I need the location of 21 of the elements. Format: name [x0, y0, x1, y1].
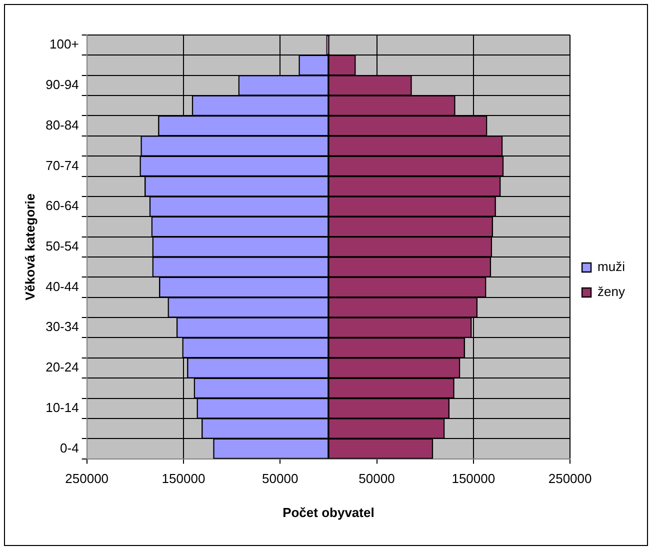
y-tick-label: 40-44 [46, 278, 79, 294]
x-tick-label: 50000 [262, 471, 298, 486]
x-tick-label: 150000 [452, 471, 496, 486]
x-tick-label: 50000 [358, 471, 395, 486]
x-tick-label: 150000 [162, 471, 206, 486]
x-axis-title: Počet obyvatel [282, 504, 374, 520]
y-tick-label: 90-94 [46, 77, 79, 92]
y-tick-label: 30-34 [46, 319, 79, 334]
y-tick-label: 70-74 [46, 158, 79, 173]
y-tick-label: 10-14 [46, 400, 79, 415]
y-tick-label: 60-64 [46, 198, 79, 214]
y-tick-label: 50-54 [46, 238, 79, 254]
legend-label: muži [598, 259, 626, 274]
y-tick-label: 100+ [50, 36, 79, 52]
x-tick-label: 250000 [548, 471, 592, 486]
y-tick-label: 0-4 [60, 440, 79, 456]
legend-label: ženy [598, 284, 626, 300]
y-tick-label: 80-84 [46, 117, 79, 132]
y-tick-label: 20-24 [46, 360, 79, 375]
x-tick-label: 250000 [65, 471, 109, 486]
y-axis-title: Věková kategorie [22, 193, 38, 300]
